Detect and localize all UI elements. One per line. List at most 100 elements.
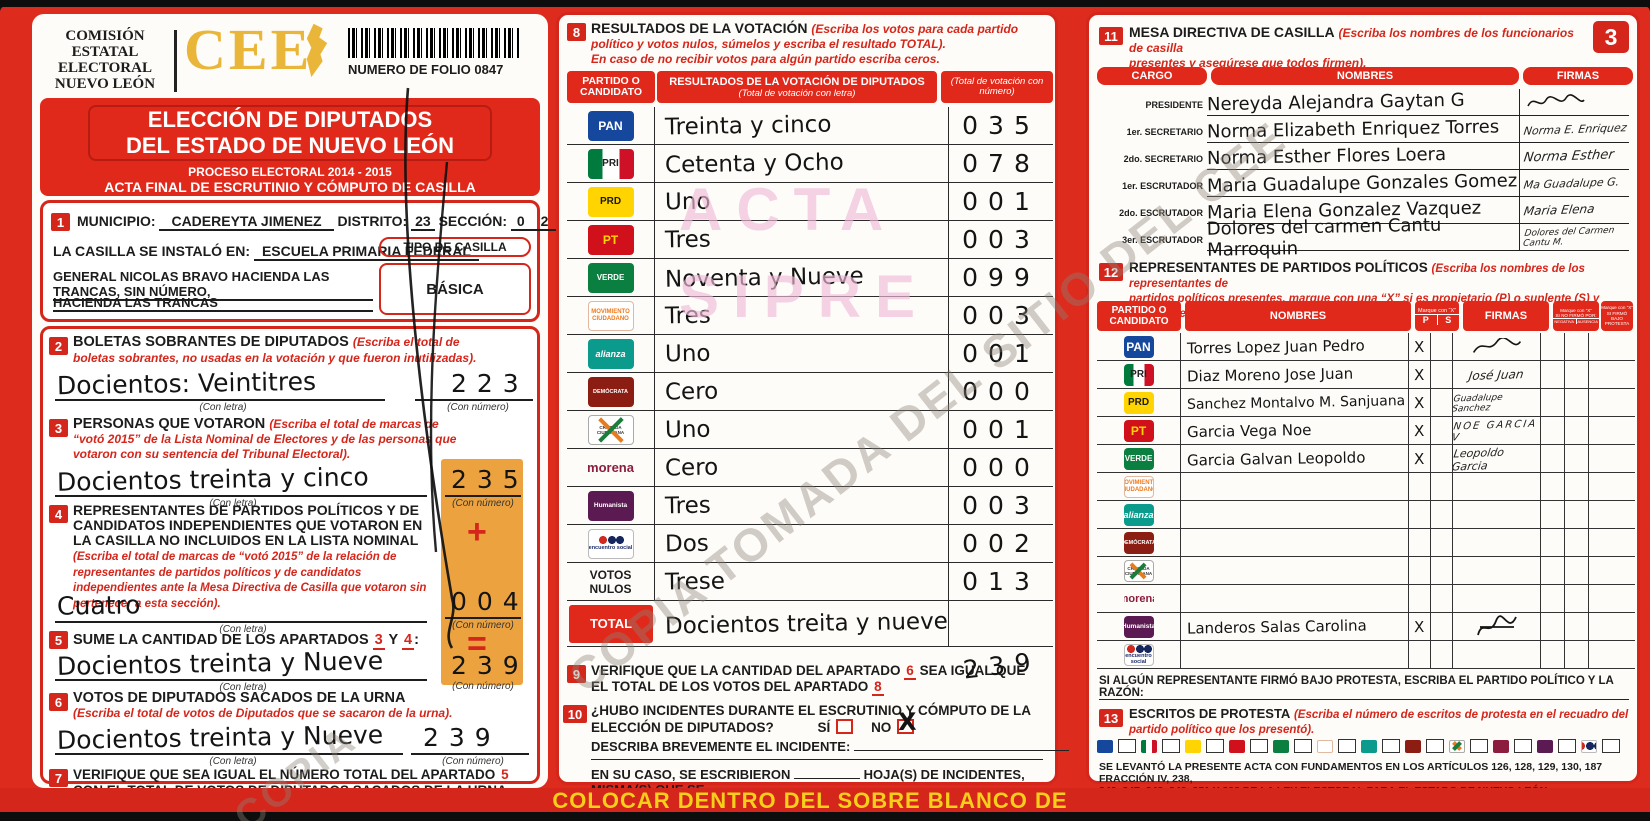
- total-label: TOTAL: [569, 604, 653, 643]
- proceso-electoral: PROCESO ELECTORAL 2014 - 2015: [188, 165, 392, 179]
- votes-number: 001: [962, 415, 1040, 444]
- result-row-prd: PRD Uno 001: [567, 183, 1053, 221]
- party-abbr: PRD: [599, 196, 622, 207]
- party-logo-alianza-icon: alianza: [1123, 503, 1154, 526]
- con-numero-label: (Con número): [452, 620, 514, 631]
- write-line: [411, 753, 529, 755]
- votes-number: 003: [962, 225, 1040, 254]
- party-logo-verde-icon: VERDE: [587, 262, 634, 293]
- protest-count-box: [1162, 739, 1180, 753]
- nofirmo-label1: Marque con “X”: [1560, 308, 1592, 313]
- s5-y: Y: [388, 632, 398, 648]
- con-letra-label: (Con letra): [219, 624, 267, 635]
- party-abbr: morena: [1123, 592, 1154, 605]
- mesa-directiva-table: PRESIDENTE Nereyda Alejandra Gaytan G 1e…: [1095, 89, 1633, 261]
- party-abbr: PRI: [602, 158, 619, 169]
- col-total-numero: (Total de votación con número): [950, 75, 1044, 97]
- cargo-label: PRESIDENTE: [1145, 100, 1203, 110]
- signature: Norma Esther: [1522, 146, 1615, 166]
- signature-scribble-icon: [1527, 94, 1585, 107]
- signature: Leopoldo Garcia: [1453, 445, 1505, 472]
- official-name: Norma Elizabeth Enriquez Torres: [1206, 115, 1500, 143]
- party-abbr: Humanista: [593, 502, 628, 509]
- s6-note: (Escriba el total de votos de Diputados …: [73, 706, 453, 720]
- cargo-label: 3er. ESCRUTADOR: [1122, 235, 1203, 245]
- section-number: 11: [1099, 27, 1123, 45]
- votes-number: 000: [962, 377, 1040, 406]
- p-mark: X: [1414, 449, 1425, 468]
- official-name: Maria Guadalupe Gonzales Gomez: [1206, 169, 1518, 197]
- votes-words: Uno: [664, 340, 711, 367]
- bajo-protesta-note: SI ALGÚN REPRESENTANTE FIRMÓ BAJO PROTES…: [1099, 675, 1614, 699]
- section-number: 8: [567, 23, 586, 41]
- protest-count-box: [1426, 739, 1444, 753]
- votes-number: 099: [962, 263, 1040, 292]
- s2-title: BOLETAS SOBRANTES DE DIPUTADOS: [73, 334, 349, 350]
- votes-words: Dos: [664, 530, 709, 557]
- party-abbr: VERDE: [596, 273, 625, 282]
- party-abbr: DEMÓCRATA: [1124, 539, 1154, 546]
- sobre-sipre-instruction: COLOCAR DENTRO DEL SOBRE BLANCO DE SIPRE: [552, 788, 1068, 821]
- barcode: [348, 28, 520, 58]
- protest-boxes-row: [1097, 739, 1633, 753]
- party-logo-humanista-icon: Humanista: [1123, 615, 1154, 638]
- p-mark: X: [1414, 337, 1425, 356]
- caso-1: EN SU CASO, SE ESCRIBIERON: [591, 767, 791, 782]
- votes-number: 013: [962, 567, 1040, 596]
- section-number: 3: [49, 419, 68, 437]
- votes-words: Cetenta y Ocho: [664, 148, 844, 179]
- seccion-label: SECCIÓN:: [438, 213, 508, 229]
- party-logo-verde-icon: VERDE: [1123, 447, 1154, 470]
- official-row: 1er. SECRETARIO Norma Elizabeth Enriquez…: [1095, 116, 1633, 143]
- votes-number: 078: [962, 149, 1040, 178]
- con-numero-label: (Con número): [442, 756, 504, 767]
- tipo-casilla-label: TIPO DE CASILLA: [379, 237, 531, 257]
- votes-words: Trese: [664, 567, 726, 596]
- party-logo-prd-icon: PRD: [1123, 391, 1154, 414]
- s5-title: SUME LA CANTIDAD DE LOS APARTADOS: [73, 632, 369, 648]
- protesta-label2: SI FIRMÓ BAJO: [1606, 310, 1628, 321]
- middle-column: 8 RESULTADOS DE LA VOTACIÓN (Escriba los…: [556, 12, 1069, 812]
- s3-note: (Escriba el total de marcas de “votó 201…: [73, 417, 457, 461]
- signature: Ma Guadalupe G.: [1522, 174, 1621, 192]
- s2-words-value: Docientos: Veintitres: [56, 366, 317, 401]
- describa-label: DESCRIBA BREVEMENTE EL INCIDENTE:: [591, 739, 851, 754]
- section-number: 12: [1099, 263, 1123, 281]
- s10-question: ¿HUBO INCIDENTES DURANTE EL ESCRUTINIO Y…: [591, 703, 1051, 736]
- p-mark: X: [1414, 617, 1425, 636]
- total-words: Docientos treita y nueve: [664, 608, 949, 639]
- no-x-mark: X: [898, 707, 918, 737]
- party-logo-verde-icon: [1273, 739, 1289, 753]
- s4-title: REPRESENTANTES DE PARTIDOS POLÍTICOS Y D…: [73, 502, 423, 548]
- section-number: 6: [49, 693, 68, 711]
- protest-count-box: [1514, 739, 1532, 753]
- right-column: 11 MESA DIRECTIVA DE CASILLA (Escriba lo…: [1086, 12, 1640, 797]
- section-number: 5: [49, 631, 68, 649]
- party-logo-democrata-icon: [1405, 739, 1421, 753]
- p-mark: X: [1414, 421, 1425, 440]
- nuevo-leon-shape-icon: [306, 23, 328, 78]
- party-abbr: CRUZADA CIUDADANA: [596, 424, 625, 435]
- write-line: [55, 621, 427, 623]
- con-letra-label: (Con letra): [199, 402, 247, 413]
- party-logo-cruzada-icon: CRUZADA CIUDADANA: [1123, 559, 1154, 582]
- signature: José Juan: [1468, 366, 1525, 383]
- party-abbr: MOVIMIENTO CIUDADANO: [591, 309, 630, 322]
- s6-number-value: 239: [423, 723, 501, 752]
- no-label: NO: [871, 720, 892, 735]
- party-abbr: PRD: [1127, 397, 1150, 408]
- party-logo-morena-icon: [1493, 739, 1509, 753]
- s6-words-value: Docientos treinta y Nueve: [56, 720, 384, 755]
- party-abbr: PAN: [1126, 339, 1151, 354]
- s9-t2: SEA IGUAL QUE EL TOTAL DE LOS: [591, 663, 1026, 694]
- section-number: 1: [51, 213, 70, 231]
- votes-words: Tres: [664, 492, 711, 519]
- commission-line: COMISIÓN: [65, 28, 145, 44]
- result-row-pri: PRI Cetenta y Ocho 078: [567, 145, 1053, 183]
- col-firmas: FIRMAS: [1463, 301, 1549, 331]
- s3-number-value: 235: [451, 465, 529, 494]
- protest-count-box: [1118, 739, 1136, 753]
- no-checkbox: X: [897, 708, 917, 736]
- votes-words: Uno: [664, 188, 711, 215]
- votes-number: 000: [962, 453, 1040, 482]
